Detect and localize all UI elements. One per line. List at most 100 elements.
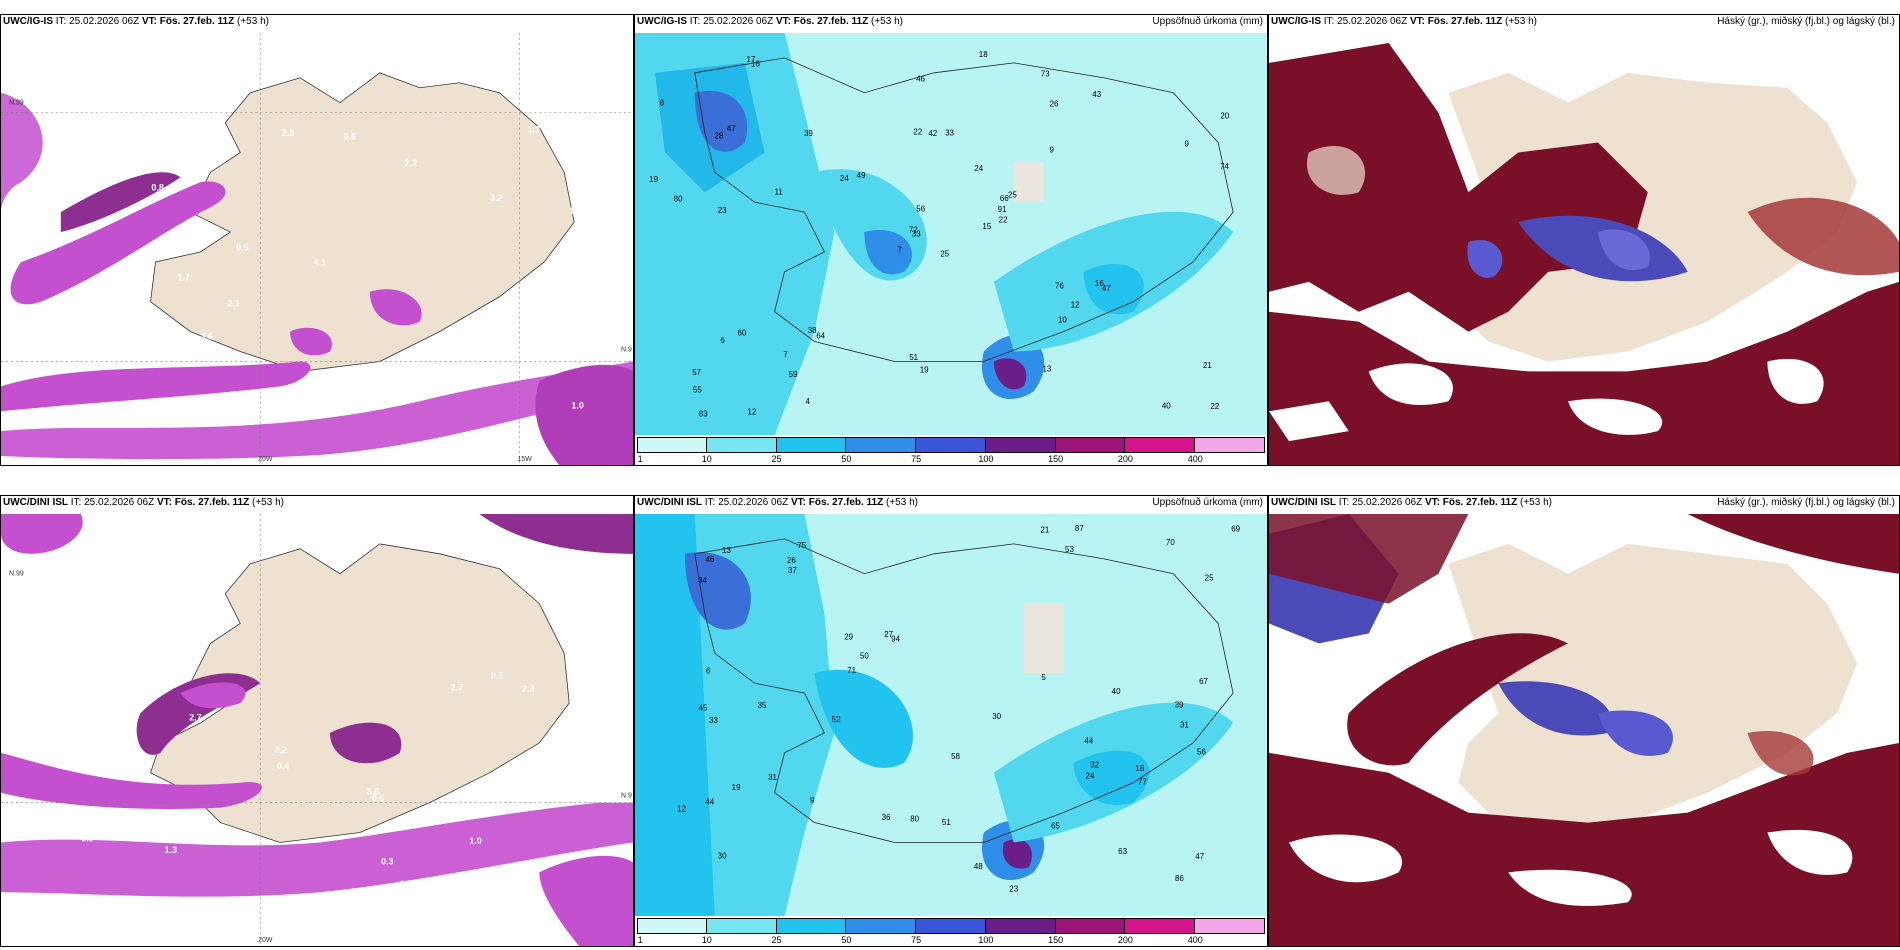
precip-value-label: 29: [844, 632, 853, 641]
colorbar-swatch: [637, 918, 707, 934]
precip-value-label: 25: [1205, 573, 1214, 582]
colorbar-tick-label: 400: [1187, 935, 1203, 945]
wind-value-label: 1.4: [198, 74, 210, 84]
wind-value-label: 1.5: [209, 145, 221, 155]
precip-value-label: 59: [789, 370, 798, 379]
precip-value-label: 39: [1175, 701, 1184, 710]
precip-value-label: 8: [660, 98, 665, 107]
precip-value-label: 46: [916, 74, 925, 83]
wind-value-label: 1.4: [478, 780, 490, 790]
colorbar-tick-label: 200: [1117, 454, 1133, 464]
colorbar-tick-label: 100: [978, 454, 994, 464]
precip-value-label: 67: [1199, 677, 1208, 686]
precip-value-label: 5: [1041, 673, 1046, 682]
precip-value-label: 80: [910, 815, 919, 824]
precip-value-label: 73: [1041, 69, 1050, 78]
wind-value-label: 1.8: [569, 206, 581, 216]
wind-value-label: 0.8: [81, 833, 93, 843]
precip-value-label: 23: [1009, 885, 1018, 894]
precip-value-label: 71: [847, 666, 856, 675]
precip-value-label: 6: [720, 336, 725, 345]
colorbar-tick-label: 400: [1187, 454, 1203, 464]
colorbar-tick-label: 75: [911, 454, 922, 464]
colorbar-swatch: [776, 918, 847, 934]
colorbar-tick-label: 75: [911, 935, 922, 945]
colorbar-frame: [637, 437, 1265, 453]
lat-label: N.99: [9, 100, 24, 107]
precip-value-label: 44: [1084, 736, 1093, 745]
colorbar-frame: [637, 918, 1265, 934]
precip-value-label: 36: [882, 813, 891, 822]
precip-value-label: 60: [737, 329, 746, 338]
precip-value-label: 43: [1092, 90, 1101, 99]
precip-value-label: 30: [992, 712, 1001, 721]
precip-value-label: 50: [860, 651, 869, 660]
precip-value-label: 19: [649, 175, 658, 184]
precip-value-label: 51: [942, 818, 951, 827]
wind-value-label: 0.5: [491, 671, 503, 681]
colorbar-tick-label: 25: [771, 454, 782, 464]
wind-value-label: 1.6: [127, 666, 139, 676]
colorbar-tick-label: 150: [1048, 454, 1064, 464]
colorbar-tick-label: 200: [1117, 935, 1133, 945]
panel-legend: Háský (gr.), miðský (fj.bl.) og lágský (…: [1717, 16, 1895, 27]
precip-value-label: 51: [909, 353, 918, 362]
wind-value-label: 4.1: [512, 560, 524, 570]
wind-value-label: 3.2: [490, 193, 502, 203]
precip-value-label: 17: [747, 55, 756, 64]
cloud-map: [1269, 514, 1899, 946]
precip-value-label: 24: [1086, 772, 1095, 781]
precip-value-label: 55: [693, 386, 702, 395]
precip-value-label: 9: [1049, 145, 1054, 154]
lat-label: N.9: [621, 793, 632, 800]
precip-value-label: 19: [920, 366, 929, 375]
wind-value-label: 0.6: [372, 793, 384, 803]
wind-value-label: 1.6: [587, 223, 599, 233]
wind-value-label: 1.7: [48, 696, 60, 706]
precip-value-label: 19: [732, 783, 741, 792]
wind-value-label: 0.3: [381, 856, 393, 866]
precip-value-label: 24: [974, 164, 983, 173]
wind-value-label: 1.3: [165, 845, 177, 855]
precip-colorbar: 1 10 25 50 75 100 150 200 400: [637, 437, 1265, 464]
wind-map: 20W N.99 N.9 1.5 1.8 2.2 1.6 0.5 0.3 2.1 2.7 0.4…: [1, 514, 633, 946]
precip-value-label: 48: [974, 862, 983, 871]
colorbar-swatch: [776, 437, 847, 453]
precip-value-label: 25: [1008, 190, 1017, 199]
precip-value-label: 15: [982, 222, 991, 231]
precip-value-label: 38: [808, 326, 817, 335]
colorbar-swatch: [985, 918, 1056, 934]
precip-value-label: 40: [1112, 687, 1121, 696]
wind-value-label: 2.7: [451, 683, 463, 693]
precip-value-label: 26: [1050, 100, 1059, 109]
precip-value-label: 86: [1175, 874, 1184, 883]
colorbar-swatch: [706, 918, 777, 934]
wind-value-label: 3.6: [367, 787, 379, 797]
precip-value-label: 33: [709, 716, 718, 725]
colorbar-tick-label: 10: [701, 454, 712, 464]
precip-value-label: 12: [748, 408, 757, 417]
precip-value-label: 11: [775, 187, 784, 196]
precip-value-label: 7: [897, 246, 902, 255]
precip-value-label: 4: [806, 397, 811, 406]
panel-title: UWC/DINI ISL IT: 25.02.2026 06Z VT: Fös.…: [637, 497, 918, 508]
precip-colorbar: 1 10 25 50 75 100 150 200 400: [637, 918, 1265, 945]
precip-value-label: 22: [999, 215, 1008, 224]
precip-value-label: 58: [951, 752, 960, 761]
precip-value-label: 40: [1162, 401, 1171, 410]
precip-value-label: 46: [706, 555, 715, 564]
colorbar-swatch: [985, 437, 1056, 453]
precip-value-label: 28: [714, 132, 723, 141]
colorbar-swatch: [637, 437, 707, 453]
panel-legend: Háský (gr.), miðský (fj.bl.) og lágský (…: [1717, 497, 1895, 508]
colorbar-swatch: [1125, 918, 1196, 934]
precip-value-label: 13: [1043, 365, 1052, 374]
precip-value-label: 94: [891, 635, 900, 644]
precip-value-label: 72: [909, 225, 918, 234]
precip-value-label: 76: [1055, 282, 1064, 291]
wind-value-label: 0.9: [529, 577, 541, 587]
wind-value-label: 1.7: [177, 272, 189, 282]
precip-value-label: 91: [998, 205, 1007, 214]
panel-title: UWC/IG-IS IT: 25.02.2026 06Z VT: Fös. 27…: [637, 16, 903, 27]
colorbar-swatch: [1125, 437, 1196, 453]
